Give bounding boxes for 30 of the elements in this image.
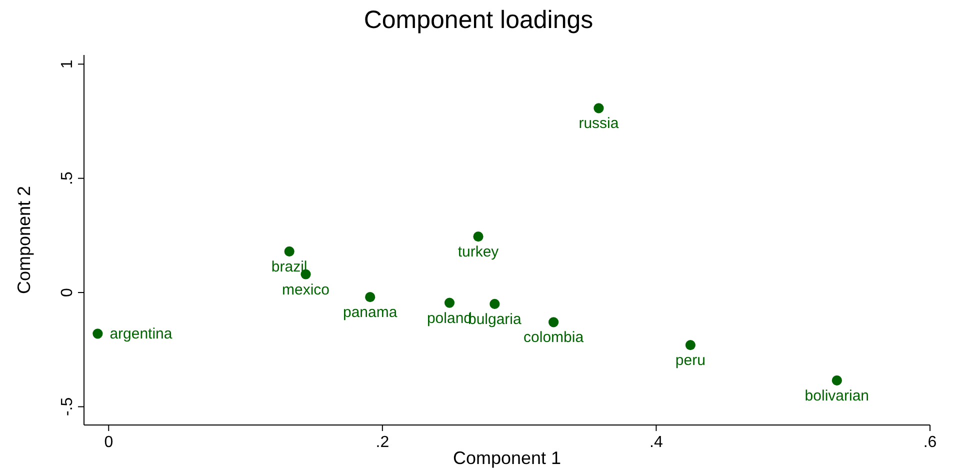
y-axis-title: Component 2 [14, 186, 34, 294]
point [685, 340, 696, 350]
data-label: mexico [282, 281, 330, 298]
data-label: turkey [458, 244, 500, 261]
data-label: colombia [524, 329, 584, 346]
data-label: brazil [271, 258, 308, 276]
y-tick-label: .5 [59, 172, 76, 186]
data-label: bolivarian [804, 387, 870, 404]
point [832, 375, 842, 386]
data-label: peru [675, 352, 706, 370]
x-tick-label: .6 [923, 434, 937, 451]
point [594, 103, 604, 114]
point [490, 298, 500, 309]
y-tick-label: -.5 [59, 397, 76, 416]
data-label: russia [578, 115, 620, 132]
point [473, 232, 484, 242]
data-label: argentina [110, 326, 173, 343]
data-label: panama [342, 304, 398, 322]
y-tick-label: 0 [59, 288, 76, 297]
x-axis-title: Component 1 [452, 448, 562, 468]
point [444, 298, 455, 308]
chart-title: Component loadings [364, 6, 594, 34]
point [92, 328, 103, 339]
x-tick-label: .4 [650, 434, 663, 451]
point [365, 292, 376, 302]
y-tick-label: 1 [59, 60, 76, 69]
point [548, 317, 559, 328]
point [284, 246, 294, 256]
x-tick-label: 0 [104, 434, 114, 451]
x-tick-label: .2 [376, 434, 390, 451]
